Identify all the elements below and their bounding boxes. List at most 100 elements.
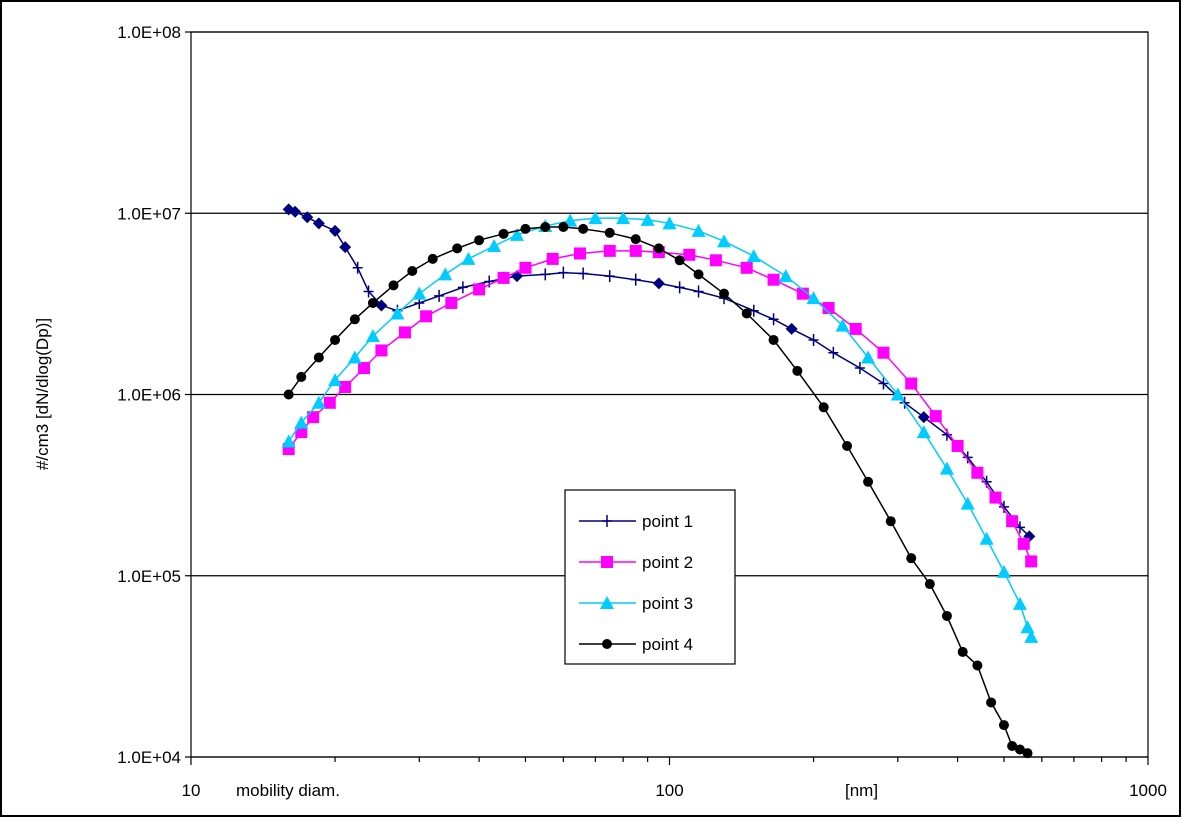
series-2-point — [1006, 515, 1019, 528]
series-4-point — [693, 269, 704, 280]
y-tick-label: 1.0E+06 — [117, 386, 181, 405]
series-1-point — [375, 299, 388, 312]
series-3-point — [835, 318, 850, 332]
series-4-point — [986, 697, 997, 708]
series-4-point — [972, 660, 983, 671]
legend-marker — [602, 639, 612, 649]
series-1-point — [339, 241, 352, 254]
series-4-point — [998, 720, 1009, 731]
y-tick-label: 1.0E+04 — [117, 748, 181, 767]
legend: point 1 point 2 point 3 point 4 — [564, 489, 736, 665]
series-1-point — [484, 275, 495, 288]
y-tick-label: 1.0E+07 — [117, 204, 181, 223]
series-3-point — [662, 216, 677, 230]
series-4-point — [818, 402, 829, 413]
series-4-point — [719, 288, 730, 299]
series-2-point — [1025, 555, 1038, 568]
series-4-point — [474, 235, 485, 246]
series-2-point — [971, 466, 984, 479]
series-3-point — [916, 425, 931, 439]
series-4-point — [604, 227, 615, 238]
legend-entry-3: point 3 — [579, 594, 693, 613]
series-1-point — [457, 281, 468, 294]
series-4-point — [313, 352, 324, 363]
legend-entry-2: point 2 — [579, 553, 693, 572]
series-1-point — [962, 451, 973, 464]
series-4-point — [296, 371, 307, 382]
series-4-point — [863, 476, 874, 487]
series-1-point — [768, 313, 779, 326]
series-4-point — [367, 297, 378, 308]
series-3-point — [390, 306, 405, 320]
x-tick-label: 10 — [182, 781, 201, 800]
series-3-point — [979, 531, 994, 545]
series-2-point — [323, 396, 336, 409]
series-1-point — [808, 333, 819, 346]
series-2-point — [339, 380, 352, 393]
legend-label: point 2 — [642, 553, 693, 572]
series-4-point — [630, 234, 641, 245]
series-1-point — [917, 411, 930, 424]
series-4-point — [842, 440, 853, 451]
series-2-point — [849, 322, 862, 335]
x-minor-ticks — [190, 757, 1149, 765]
series-1-point — [558, 266, 569, 279]
x-axis-label-right: [nm] — [845, 781, 878, 800]
series-3-point — [861, 350, 876, 364]
series-2-line — [288, 250, 1032, 562]
series-2-point — [629, 244, 642, 257]
series-layer — [281, 203, 1039, 759]
series-3-point — [1020, 620, 1035, 634]
series-1-point — [312, 217, 325, 230]
series-1-point — [434, 289, 445, 302]
series-1-point — [878, 377, 889, 390]
series-1-point — [1014, 521, 1025, 534]
series-1-point — [899, 396, 910, 409]
series-2-point — [497, 271, 510, 284]
y-tick-label: 1.0E+08 — [117, 23, 181, 42]
series-3-point — [806, 291, 821, 305]
series-4-point — [578, 223, 589, 234]
series-2-point — [603, 244, 616, 257]
series-3-point — [996, 564, 1011, 578]
series-4-point — [283, 389, 294, 400]
series-2-point — [473, 283, 486, 296]
series-1-point — [578, 267, 589, 280]
series-2-point — [358, 362, 371, 375]
series-4-point — [941, 610, 952, 621]
series-2-point — [546, 252, 559, 265]
series-2-point — [905, 377, 918, 390]
legend-entries: point 1 point 2 point 3 point 4 — [579, 512, 693, 654]
series-2-point — [1017, 537, 1030, 550]
series-2-point — [822, 302, 835, 315]
series-2-point — [951, 439, 964, 452]
series-4-point — [957, 646, 968, 657]
series-4-point — [674, 255, 685, 266]
series-1-point — [785, 322, 798, 335]
legend-entry-1: point 1 — [579, 512, 693, 531]
series-4-point — [768, 334, 779, 345]
series-2-point — [709, 254, 722, 267]
series-2-point — [796, 287, 809, 300]
series-1-point — [301, 211, 314, 224]
series-3-point — [746, 249, 761, 263]
series-3-point — [588, 211, 603, 225]
series-4-point — [885, 516, 896, 527]
series-4-point — [558, 221, 569, 232]
series-3-point — [347, 350, 362, 364]
series-3-point — [890, 387, 905, 401]
x-tick-label: 1000 — [1129, 781, 1167, 800]
series-4-point — [427, 253, 438, 264]
series-2-point — [519, 261, 532, 274]
series-1-point — [854, 362, 865, 375]
series-4-point — [653, 243, 664, 254]
series-4 — [283, 221, 1033, 759]
series-4-point — [1022, 748, 1033, 759]
y-tick-labels: 1.0E+04 1.0E+05 1.0E+06 1.0E+07 1.0E+08 — [117, 23, 181, 767]
series-3-line — [288, 217, 1032, 638]
series-1-point — [329, 224, 342, 237]
legend-box — [564, 489, 736, 665]
series-3-point — [509, 227, 524, 241]
